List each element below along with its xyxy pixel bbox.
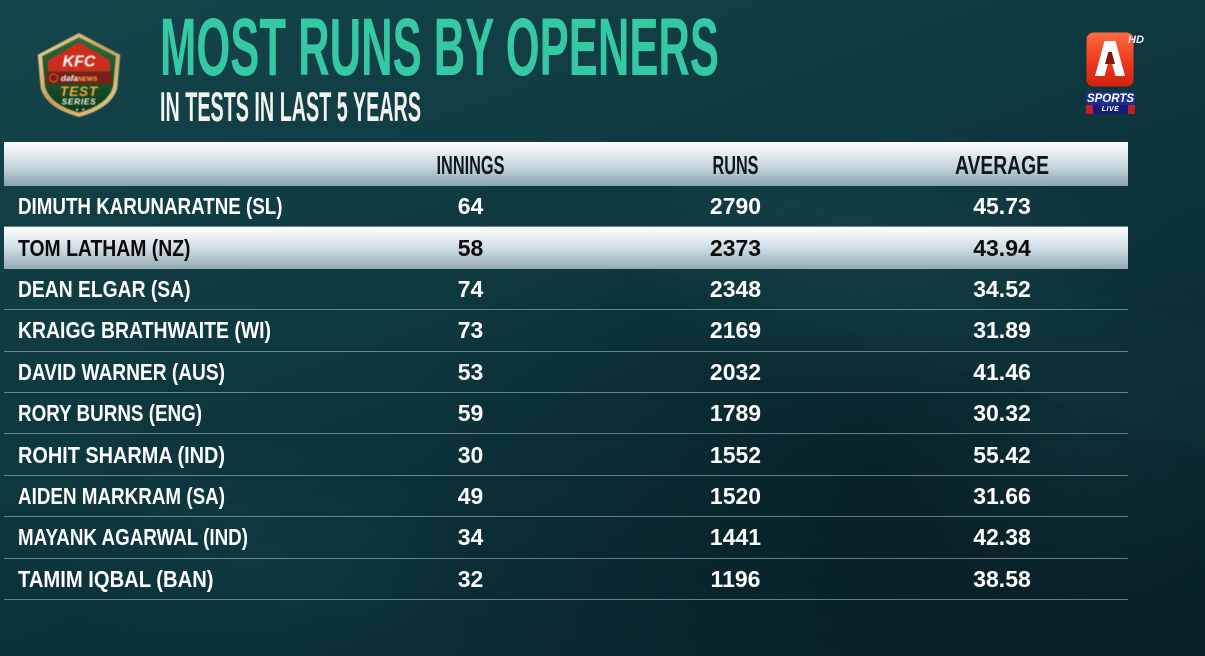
svg-text:34: 34 [458,524,484,550]
svg-text:31.66: 31.66 [973,483,1031,509]
svg-text:2348: 2348 [710,276,761,302]
svg-text:34.52: 34.52 [973,276,1031,302]
svg-text:ROHIT SHARMA (IND): ROHIT SHARMA (IND) [18,442,225,468]
svg-text:1552: 1552 [710,442,761,468]
svg-text:TOM LATHAM (NZ): TOM LATHAM (NZ) [18,235,191,261]
svg-text:2169: 2169 [710,317,761,343]
svg-text:38.58: 38.58 [973,566,1031,592]
svg-text:30: 30 [458,442,484,468]
svg-text:58: 58 [458,235,484,261]
svg-text:2790: 2790 [710,193,761,219]
svg-text:74: 74 [458,276,484,302]
svg-text:53: 53 [458,359,484,385]
svg-text:59: 59 [458,400,484,426]
svg-text:43.94: 43.94 [973,235,1031,261]
svg-text:SERIES: SERIES [62,97,97,107]
svg-text:73: 73 [458,317,484,343]
svg-text:41.46: 41.46 [973,359,1031,385]
svg-text:RUNS: RUNS [713,152,759,180]
svg-text:AVERAGE: AVERAGE [955,152,1049,180]
svg-text:DIMUTH KARUNARATNE (SL): DIMUTH KARUNARATNE (SL) [18,193,283,219]
svg-text:RORY BURNS (ENG): RORY BURNS (ENG) [18,400,202,426]
svg-text:INNINGS: INNINGS [437,152,505,180]
svg-text:42.38: 42.38 [973,524,1031,550]
svg-text:TAMIM IQBAL (BAN): TAMIM IQBAL (BAN) [18,566,214,592]
svg-text:1196: 1196 [711,566,761,592]
svg-text:2373: 2373 [710,235,761,261]
svg-text:64: 64 [458,193,484,219]
svg-text:49: 49 [458,483,484,509]
svg-text:DEAN ELGAR (SA): DEAN ELGAR (SA) [18,276,191,302]
svg-text:DAVID WARNER (AUS): DAVID WARNER (AUS) [18,359,225,385]
svg-text:31.89: 31.89 [973,317,1031,343]
svg-text:1520: 1520 [710,483,761,509]
svg-text:IN TESTS IN LAST 5 YEARS: IN TESTS IN LAST 5 YEARS [160,91,421,130]
svg-text:1789: 1789 [710,400,761,426]
svg-text:KFC: KFC [63,53,96,70]
svg-text:55.42: 55.42 [973,442,1031,468]
svg-text:MAYANK AGARWAL (IND): MAYANK AGARWAL (IND) [18,524,248,550]
svg-text:AIDEN MARKRAM (SA): AIDEN MARKRAM (SA) [18,483,225,509]
svg-text:KRAIGG BRATHWAITE (WI): KRAIGG BRATHWAITE (WI) [18,317,271,343]
svg-text:30.32: 30.32 [973,400,1031,426]
svg-text:MOST RUNS BY OPENERS: MOST RUNS BY OPENERS [160,9,719,89]
svg-text:1441: 1441 [710,524,761,550]
svg-text:45.73: 45.73 [973,193,1031,219]
svg-text:32: 32 [458,566,484,592]
svg-text:2032: 2032 [710,359,761,385]
